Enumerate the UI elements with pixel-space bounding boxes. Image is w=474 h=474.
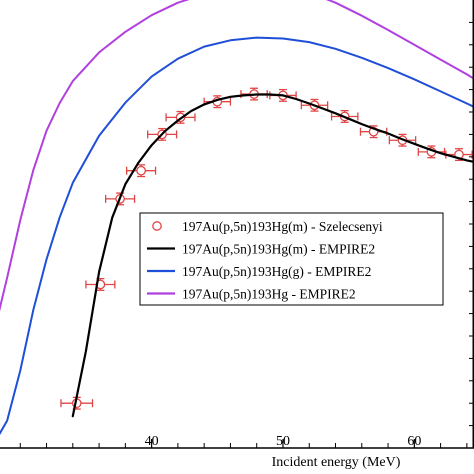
series-line-1 [71, 93, 474, 418]
legend-label: 197Au(p,5n)193Hg(m) - EMPIRE2 [182, 242, 375, 257]
legend-item: 197Au(p,5n)193Hg(m) - EMPIRE2 [147, 242, 375, 257]
legend-box [139, 212, 444, 306]
axes-layer: 40 50 60 [0, 0, 474, 449]
legend-label: 197Au(p,5n)193Hg - EMPIRE2 [182, 287, 356, 302]
legend-marker [152, 221, 162, 231]
x-tick-label: 60 [407, 434, 421, 449]
legend-item: 197Au(p,5n)193Hg(m) - Szelecsenyi [152, 219, 383, 234]
legend-label: 197Au(p,5n)193Hg(g) - EMPIRE2 [182, 264, 371, 279]
x-tick-label: 40 [145, 434, 159, 449]
data-point-marker [136, 165, 146, 176]
legend-item: 197Au(p,5n)193Hg(g) - EMPIRE2 [147, 264, 371, 279]
legend-item: 197Au(p,5n)193Hg - EMPIRE2 [147, 287, 356, 302]
series-line-2 [0, 36, 474, 436]
data-point [126, 164, 157, 178]
data-point [85, 278, 116, 291]
data-point [300, 98, 329, 112]
x-tick-label: 50 [276, 434, 290, 449]
legend-label: 197Au(p,5n)193Hg(m) - Szelecsenyi [182, 219, 383, 234]
series-layer [0, 0, 474, 436]
x-axis-title: Incident energy (MeV) [272, 455, 401, 470]
legend: 197Au(p,5n)193Hg(m) - Szelecsenyi 197Au(p… [139, 212, 444, 306]
series-line-3 [0, 0, 474, 312]
